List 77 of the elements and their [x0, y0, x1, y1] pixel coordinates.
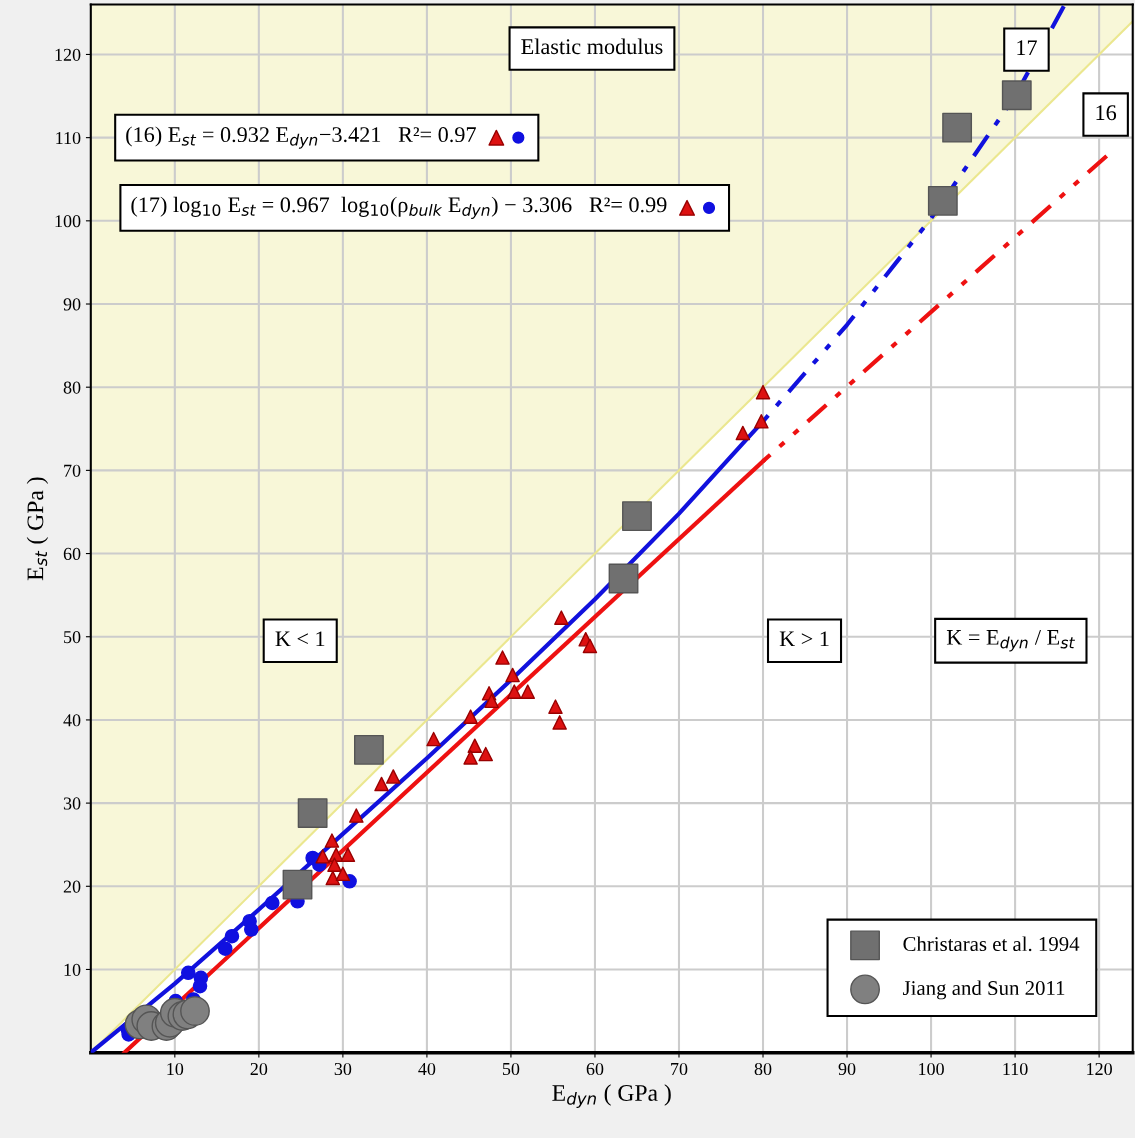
- point: [755, 384, 771, 400]
- annotation: K < 1: [275, 631, 325, 647]
- y-tick-label: 70: [64, 464, 81, 477]
- legend-label: Christaras et al. 1994: [903, 936, 1080, 952]
- point: [467, 738, 483, 753]
- point: [927, 185, 958, 216]
- point: [1001, 80, 1032, 111]
- y-tick-label: 100: [55, 215, 81, 228]
- point: [554, 610, 569, 625]
- point: [505, 667, 520, 683]
- point: [484, 693, 499, 709]
- x-axis-title: E$_{dyn}$ ( GPa ): [552, 1084, 671, 1108]
- point: [735, 425, 751, 441]
- y-tick-label: 120: [55, 48, 81, 61]
- point: [608, 563, 639, 594]
- y-tick-label: 50: [64, 631, 81, 644]
- x-tick-label: 10: [167, 1062, 184, 1076]
- point: [552, 715, 567, 730]
- annotation: 16: [1096, 105, 1117, 121]
- point: [463, 709, 478, 724]
- y-tick-label: 80: [63, 381, 81, 394]
- point: [507, 684, 522, 699]
- point: [548, 699, 563, 714]
- point: [349, 808, 364, 823]
- point: [463, 750, 478, 765]
- point: [622, 501, 652, 532]
- point: [217, 941, 233, 956]
- point: [520, 684, 536, 699]
- point: [478, 746, 494, 762]
- x-tick-label: 80: [754, 1062, 772, 1076]
- point: [386, 769, 401, 784]
- x-tick-label: 50: [502, 1062, 520, 1076]
- y-tick-label: 110: [56, 131, 81, 145]
- y-tick-label: 90: [63, 298, 81, 311]
- point: [324, 833, 340, 848]
- point: [305, 850, 320, 866]
- point: [224, 928, 240, 944]
- point: [354, 734, 384, 765]
- point: [335, 866, 351, 882]
- point: [325, 870, 341, 886]
- point: [327, 857, 342, 872]
- y-tick-label: 10: [64, 963, 81, 976]
- x-tick-label: 30: [334, 1062, 352, 1076]
- annotation: K > 1: [779, 631, 829, 647]
- x-tick-label: 70: [671, 1062, 688, 1076]
- point: [495, 650, 510, 665]
- y-tick-label: 60: [63, 547, 81, 560]
- point: [374, 776, 389, 792]
- point: [315, 849, 330, 864]
- y-tick-label: 40: [63, 714, 81, 727]
- point: [297, 798, 328, 829]
- point: [426, 731, 441, 747]
- y-tick-label: 20: [63, 880, 81, 893]
- y-tick-label: 30: [63, 797, 81, 810]
- point: [754, 414, 769, 429]
- x-tick-label: 40: [418, 1062, 436, 1076]
- annotation: Elastic modulus: [521, 38, 663, 55]
- x-tick-label: 100: [919, 1062, 944, 1076]
- point: [244, 922, 259, 937]
- point: [282, 869, 313, 900]
- x-tick-label: 60: [586, 1062, 604, 1076]
- x-tick-label: 120: [1087, 1062, 1112, 1076]
- annotation: (16) E$_{st}$ = 0.932 E$_{dyn}$−3.421 R²= 0.97: [126, 126, 476, 149]
- point: [340, 847, 356, 862]
- point: [180, 996, 210, 1026]
- annotation: 17: [1017, 40, 1037, 55]
- point: [180, 965, 196, 981]
- x-tick-label: 110: [1003, 1062, 1028, 1076]
- annotation: K = E$_{dyn}$ / E$_{st}$: [946, 629, 1076, 652]
- point: [582, 638, 598, 654]
- legend-label: Jiang and Sun 2011: [902, 980, 1065, 1000]
- point: [265, 895, 280, 911]
- point: [942, 112, 973, 143]
- x-tick-label: 90: [838, 1062, 856, 1076]
- y-axis-title: E$_{st}$ ( GPa ): [26, 477, 49, 581]
- x-tick-label: 20: [250, 1062, 268, 1076]
- text: (17) log$_{10}$ E$_{st}$ = 0.967 log$_{10}$(ρ$_{bulk}$ E$_{dyn}$) − 3.306 R²= 0.99: [131, 196, 667, 219]
